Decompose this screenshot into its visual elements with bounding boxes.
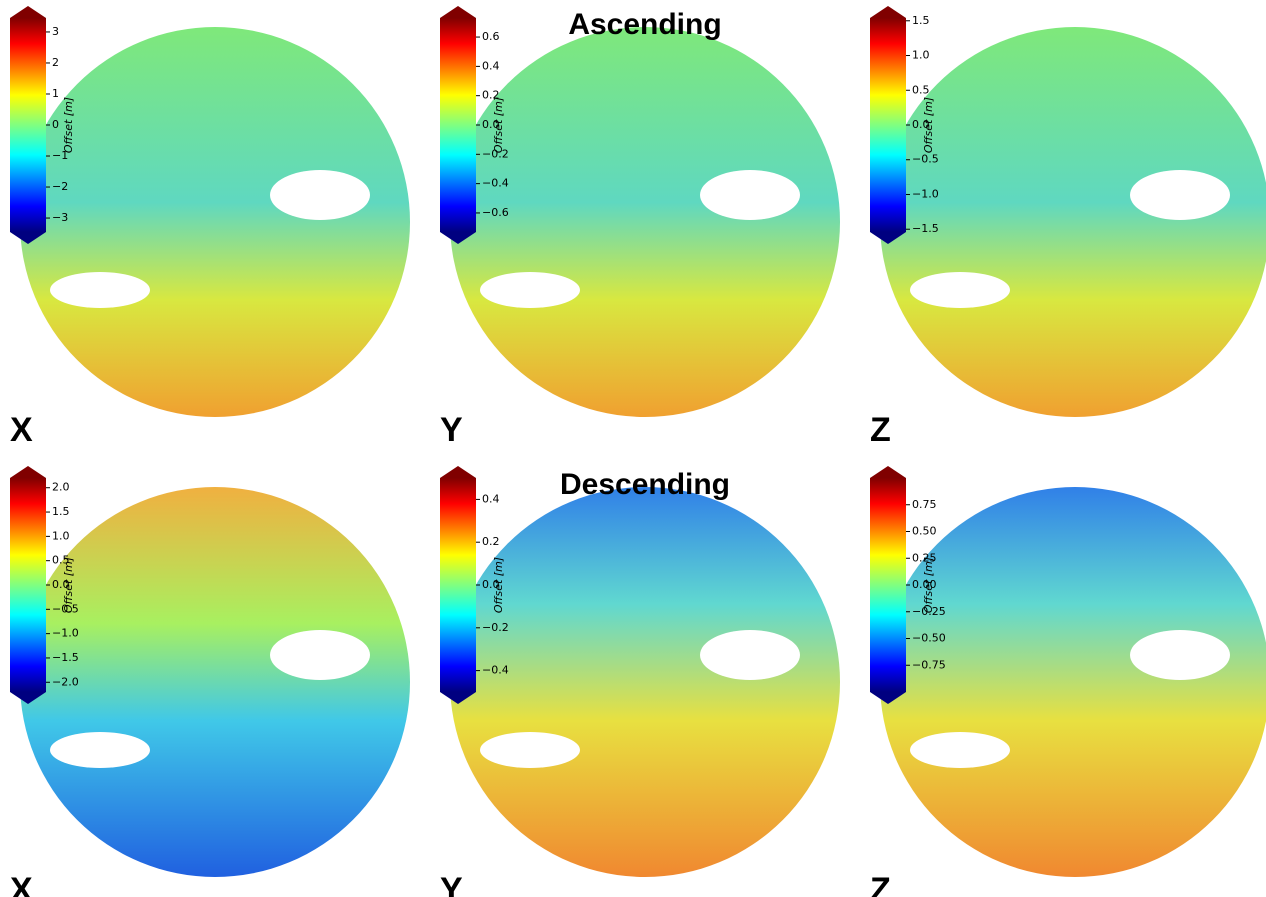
colorbar-label: Offset [m] xyxy=(922,97,935,153)
offset-map xyxy=(880,27,1266,417)
colorbar-label: Offset [m] xyxy=(922,557,935,613)
colorbar-tick-label: 0.50 xyxy=(912,525,937,538)
colorbar-tick-label: −0.4 xyxy=(482,664,509,677)
data-gaps xyxy=(50,170,1230,768)
colorbar-extend xyxy=(440,466,476,478)
colorbar-tick-label: 0.25 xyxy=(912,551,937,564)
colorbar-tick-label: −2.0 xyxy=(52,675,79,688)
section-title: Ascending xyxy=(568,8,721,41)
colorbar xyxy=(440,478,476,692)
colorbar-tick-label: −1.0 xyxy=(52,627,79,640)
colorbar-extend xyxy=(870,232,906,244)
colorbar-tick-label: −0.6 xyxy=(482,206,509,219)
colorbar-tick-label: −0.5 xyxy=(52,602,79,615)
colorbar-tick-label: −0.5 xyxy=(912,153,939,166)
colorbar xyxy=(870,478,906,692)
colorbar-tick-label: 0.4 xyxy=(482,492,500,505)
colorbar-label: Offset [m] xyxy=(492,557,505,613)
colorbar-tick-label: −1.5 xyxy=(912,222,939,235)
colorbar-tick-label: 0.6 xyxy=(482,30,500,43)
colorbar-tick-label: 2.0 xyxy=(52,481,70,494)
colorbar-tick-label: 3 xyxy=(52,25,59,38)
colorbar-tick-label: −1.0 xyxy=(912,187,939,200)
colorbar-extend xyxy=(870,466,906,478)
colorbar-tick-label: −1.5 xyxy=(52,651,79,664)
colorbar-label: Offset [m] xyxy=(62,97,75,153)
colorbar-tick-label: 0.0 xyxy=(482,578,500,591)
colorbar-tick-label: 0.0 xyxy=(52,578,70,591)
colorbar-extend xyxy=(440,232,476,244)
colorbar xyxy=(10,18,46,232)
colorbar-extend xyxy=(440,6,476,18)
colorbar-tick-label: −0.2 xyxy=(482,147,509,160)
colorbar-tick-label: −2 xyxy=(52,180,68,193)
colorbar-tick-label: 1 xyxy=(52,87,59,100)
colorbar-tick-label: 0.2 xyxy=(482,535,500,548)
colorbar-tick-label: 2 xyxy=(52,56,59,69)
colorbar-tick-label: −0.25 xyxy=(912,605,946,618)
colorbar-tick-label: 1.0 xyxy=(52,529,70,542)
panel-label: X xyxy=(10,871,33,897)
colorbar-tick-label: 0.0 xyxy=(482,118,500,131)
colorbar-tick-label: 1.0 xyxy=(912,49,930,62)
colorbar-tick-label: −0.50 xyxy=(912,632,946,645)
colorbar-tick-label: −1 xyxy=(52,149,68,162)
colorbar-tick-label: −0.75 xyxy=(912,658,946,671)
colorbar-extend xyxy=(440,692,476,704)
colorbar xyxy=(440,18,476,232)
colorbar-tick-label: 0.2 xyxy=(482,89,500,102)
colorbar-tick-label: 0.5 xyxy=(912,83,930,96)
offset-map xyxy=(880,487,1266,877)
panel-label: X xyxy=(10,411,33,449)
colorbar-extend xyxy=(870,6,906,18)
section-title: Descending xyxy=(560,468,730,501)
colorbar-tick-label: 0.0 xyxy=(912,118,930,131)
colorbar-tick-label: 0.75 xyxy=(912,498,937,511)
colorbar-tick-label: 0.00 xyxy=(912,578,937,591)
colorbar-tick-label: −0.2 xyxy=(482,621,509,634)
colorbar-label: Offset [m] xyxy=(62,557,75,613)
offset-map xyxy=(450,487,840,877)
colorbar-extend xyxy=(10,232,46,244)
panel-label: Z xyxy=(870,411,891,449)
colorbar xyxy=(870,18,906,232)
colorbar xyxy=(10,478,46,692)
colorbar-extend xyxy=(10,6,46,18)
maps xyxy=(20,27,1266,877)
colorbar-label: Offset [m] xyxy=(492,97,505,153)
colorbar-extend xyxy=(870,692,906,704)
colorbar-tick-label: 0.5 xyxy=(52,554,70,567)
panel-label: Y xyxy=(440,411,463,449)
offset-map xyxy=(20,27,410,417)
panel-label: Y xyxy=(440,871,463,897)
colorbar-tick-label: 0.4 xyxy=(482,59,500,72)
colorbar-tick-label: 1.5 xyxy=(912,14,930,27)
colorbar-tick-label: 1.5 xyxy=(52,505,70,518)
panel-label: Z xyxy=(870,871,891,897)
offset-map xyxy=(20,487,410,877)
colorbar-extend xyxy=(10,466,46,478)
colorbar-extend xyxy=(10,692,46,704)
colorbar-tick-label: −3 xyxy=(52,211,68,224)
colorbar-tick-label: −0.4 xyxy=(482,177,509,190)
offset-map xyxy=(450,27,840,417)
colorbar-tick-label: 0 xyxy=(52,118,59,131)
